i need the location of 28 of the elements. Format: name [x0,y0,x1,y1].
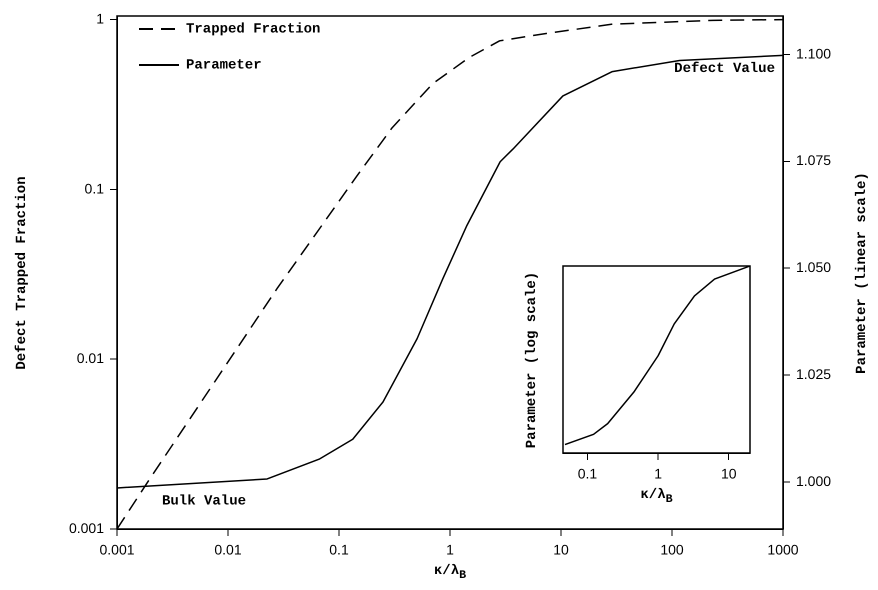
y-tick-label: 0.01 [76,350,104,366]
y2-tick-label: 1.000 [796,472,832,489]
x-tick-label: 10 [720,465,737,482]
y2-tick-label: 1.025 [796,366,832,382]
y2-tick-label: 1.075 [796,152,832,168]
legend-label: Trapped Fraction [186,22,320,38]
y2-axis-title: Parameter (linear scale) [854,172,870,374]
y2-tick-label: 1.100 [796,45,832,62]
x-tick-label: 1 [654,465,662,482]
y2-tick-label: 1.050 [796,259,832,276]
x-tick-label: 0.1 [578,465,598,482]
x-tick-label: 10 [553,541,569,558]
x-tick-label: 1000 [767,541,799,558]
x-tick-label: 0.01 [214,541,242,558]
y-axis-title: Parameter (log scale) [524,271,540,448]
x-tick-label: 100 [660,541,684,558]
annotation: Defect Value [674,60,775,77]
x-tick-label: 0.001 [99,541,135,558]
x-tick-label: 1 [446,541,454,558]
legend-label: Parameter [186,58,262,74]
y-tick-label: 0.1 [84,180,104,196]
x-tick-label: 0.1 [329,541,349,558]
y-tick-label: 0.001 [68,520,104,536]
y-tick-label: 1 [96,10,104,26]
x-axis-title: κ/λ$_{B}$ [434,563,466,582]
x-axis-title: κ/λ$_{B}$ [640,487,673,506]
annotation: Bulk Value [162,493,246,510]
y-axis-title: Defect Trapped Fraction [14,176,30,370]
